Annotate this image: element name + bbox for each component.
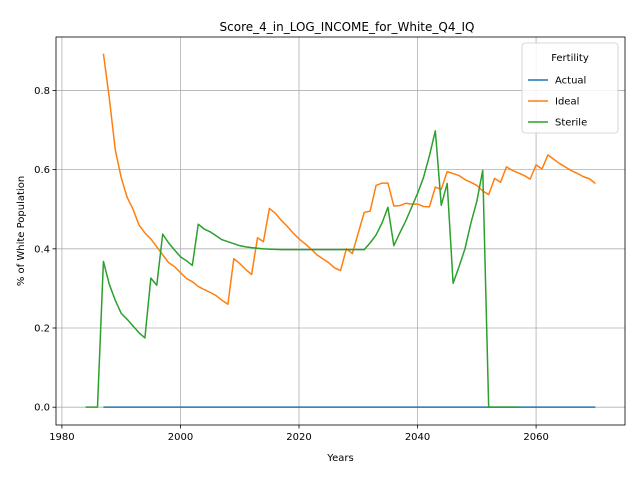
legend: Fertility Actual Ideal Sterile bbox=[521, 42, 619, 134]
chart-title: Score_4_in_LOG_INCOME_for_White_Q4_IQ bbox=[220, 20, 475, 34]
x-tick-label: 2040 bbox=[405, 432, 430, 443]
x-axis-ticks: 1980 2000 2020 2040 2060 bbox=[49, 425, 549, 443]
y-tick-label: 0.8 bbox=[34, 86, 50, 97]
series-lines bbox=[85, 53, 596, 408]
legend-title: Fertility bbox=[551, 53, 589, 64]
legend-label-ideal: Ideal bbox=[555, 97, 579, 108]
series-line-ideal bbox=[102, 53, 596, 305]
y-tick-label: 0.6 bbox=[34, 165, 50, 176]
y-axis-ticks: 0.0 0.2 0.4 0.6 0.8 bbox=[34, 86, 56, 414]
x-tick-label: 2060 bbox=[523, 432, 548, 443]
y-tick-label: 0.4 bbox=[34, 244, 50, 255]
legend-box bbox=[521, 42, 619, 134]
y-tick-label: 0.0 bbox=[34, 403, 50, 414]
x-axis-label: Years bbox=[326, 453, 353, 464]
x-tick-label: 1980 bbox=[49, 432, 74, 443]
plot-frame bbox=[55, 36, 626, 426]
x-tick-label: 2000 bbox=[168, 432, 193, 443]
legend-label-actual: Actual bbox=[555, 76, 586, 87]
legend-label-sterile: Sterile bbox=[555, 118, 587, 129]
series-line-sterile bbox=[85, 130, 519, 408]
y-axis-label: % of White Population bbox=[16, 176, 27, 286]
x-tick-label: 2020 bbox=[286, 432, 311, 443]
y-tick-label: 0.2 bbox=[34, 324, 50, 335]
